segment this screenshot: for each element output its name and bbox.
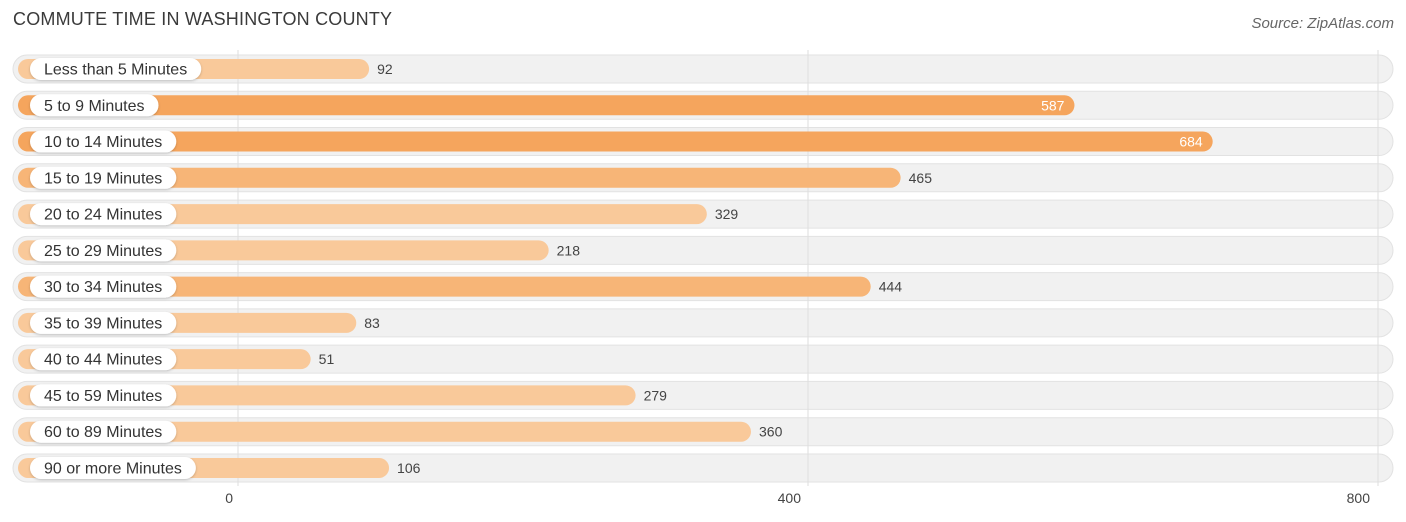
bar-group: 15 to 19 Minutes 465 [18,166,933,189]
value-label: 218 [557,242,581,258]
category-label-pill [30,166,177,189]
value-label: 83 [364,315,380,331]
category-label: 30 to 34 Minutes [44,279,162,296]
category-label-pill [30,94,159,117]
category-label: 40 to 44 Minutes [44,352,162,369]
x-tick-label: 400 [778,490,802,506]
x-tick-label: 0 [225,490,233,506]
bar-group: 90 or more Minutes 106 [18,456,421,479]
value-label: 329 [715,206,739,222]
bar-group: 25 to 29 Minutes 218 [18,239,581,262]
category-label-pill [30,348,177,371]
bar-group: 20 to 24 Minutes 329 [18,203,739,226]
bar [18,95,1075,116]
category-label: 10 to 14 Minutes [44,134,162,151]
category-label-pill [30,384,177,407]
bar-group: 10 to 14 Minutes 684 [18,130,1213,153]
value-label: 360 [759,424,783,440]
bar-group: 35 to 39 Minutes 83 [18,311,380,334]
category-label: 45 to 59 Minutes [44,388,162,405]
bar-group: Less than 5 Minutes 92 [18,58,393,80]
category-label: 35 to 39 Minutes [44,315,162,332]
bar [18,167,901,188]
bar-group: 5 to 9 Minutes 587 [18,94,1075,117]
value-label: 465 [909,170,933,186]
bar-group: 40 to 44 Minutes 51 [18,348,335,371]
value-label: 92 [377,61,393,77]
value-label: 106 [397,460,421,476]
category-label-pill [30,130,177,153]
row-background [12,344,1394,374]
category-label: 60 to 89 Minutes [44,424,162,441]
category-label-pill [30,311,177,334]
category-label-pill [30,275,177,298]
bar-group: 30 to 34 Minutes 444 [18,275,903,298]
category-label-pill [30,203,177,226]
x-tick-label: 800 [1347,490,1371,506]
bar [18,421,751,442]
value-label: 444 [879,279,903,295]
source-credit: Source: ZipAtlas.com [1251,15,1394,32]
category-label: 20 to 24 Minutes [44,207,162,224]
category-label-pill [30,58,202,80]
bar [18,131,1213,152]
category-label-pill [30,420,177,443]
category-label: 15 to 19 Minutes [44,170,162,187]
category-label: Less than 5 Minutes [44,62,187,79]
chart-title: COMMUTE TIME IN WASHINGTON COUNTY [13,9,393,29]
bar [18,204,707,225]
category-label-pill [30,239,177,262]
value-label: 684 [1179,134,1203,150]
bar [18,276,871,297]
bar-group: 45 to 59 Minutes 279 [18,384,668,407]
row-background [12,308,1394,338]
category-label: 5 to 9 Minutes [44,98,145,115]
value-label: 587 [1041,97,1065,113]
category-label-pill [30,456,196,479]
category-label: 25 to 29 Minutes [44,243,162,260]
category-label: 90 or more Minutes [44,460,182,477]
bar-group: 60 to 89 Minutes 360 [18,420,783,443]
value-label: 51 [319,351,335,367]
value-label: 279 [644,387,668,403]
